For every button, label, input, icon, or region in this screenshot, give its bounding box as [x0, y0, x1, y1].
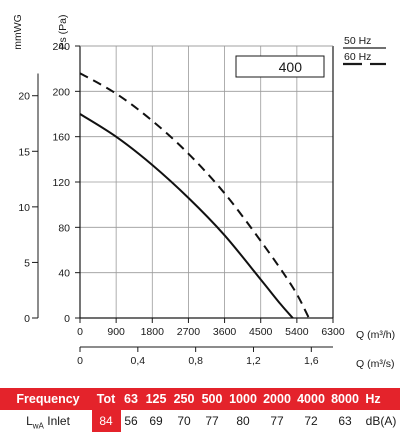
x-tick-label-m3h: 4500: [249, 326, 273, 338]
band-125: 125: [145, 392, 167, 406]
y-tick-label-pa: 240: [52, 41, 70, 53]
x-tick-label-m3s: 1,2: [246, 355, 261, 367]
x-axis-bottom-label: Q (m³/s): [356, 358, 395, 370]
series-line-60hz: [79, 72, 310, 319]
legend-entry-60hz: 60 Hz: [344, 51, 371, 63]
value-unit: dB(A): [365, 414, 397, 428]
table-separator: [92, 410, 93, 432]
y-tick-label-pa: 80: [58, 222, 70, 234]
left-axis-unit: mmWG: [12, 14, 24, 50]
value-4000: 72: [304, 414, 318, 428]
y-tick-label-pa: 200: [52, 86, 70, 98]
y-tick-label-pa: 120: [52, 177, 70, 189]
x-tick-label-m3s: 0: [77, 355, 83, 367]
tot-label: Tot: [96, 392, 116, 406]
x-tick-label-m3h: 3600: [213, 326, 237, 338]
y-tick-label-pa: 40: [58, 268, 70, 280]
table-separator: [120, 410, 121, 432]
frequency-label: Frequency: [16, 392, 80, 406]
band-2000: 2000: [263, 392, 291, 406]
y-tick-label-pa: 0: [64, 313, 70, 325]
value-2000: 77: [270, 414, 284, 428]
band-unit: Hz: [365, 392, 381, 406]
x-tick-label-m3s: 1,6: [304, 355, 319, 367]
x-tick-label-m3h: 0: [77, 326, 83, 338]
sound-table-header: Frequency Tot 63 125 250 500 1000 2000 4…: [0, 388, 400, 410]
x-tick-label-m3h: 6300: [321, 326, 345, 338]
x-tick-label-m3h: 900: [107, 326, 125, 338]
chart-ticks: 0 900 1800 2700 3600 4500 5400 6300040801201602…: [18, 41, 345, 367]
y-tick-label-pa: 160: [52, 132, 70, 144]
legend-entry-50hz: 50 Hz: [344, 35, 371, 47]
y-tick-label-mmwg: 5: [24, 257, 30, 269]
y-tick-label-mmwg: 15: [18, 146, 30, 158]
band-4000: 4000: [297, 392, 325, 406]
y-tick-label-mmwg: 20: [18, 91, 30, 103]
lwa-inlet-label: LwA Inlet: [26, 414, 70, 431]
x-tick-label-m3h: 2700: [177, 326, 201, 338]
band-250: 250: [173, 392, 195, 406]
band-500: 500: [201, 392, 223, 406]
series-line-50hz: [79, 113, 294, 319]
value-125: 69: [149, 414, 163, 428]
value-63: 56: [124, 414, 138, 428]
chart-legend: 50 Hz 60 Hz: [343, 35, 386, 66]
value-8000: 63: [338, 414, 352, 428]
band-8000: 8000: [331, 392, 359, 406]
tot-value: 84: [92, 410, 120, 432]
value-250: 70: [177, 414, 191, 428]
fan-performance-chart: 0 900 1800 2700 3600 4500 5400 6300040801201602…: [12, 14, 395, 370]
model-label: 400: [279, 59, 303, 75]
band-63: 63: [124, 392, 138, 406]
x-axis-top-label: Q (m³/h): [356, 329, 395, 341]
y-tick-label-mmwg: 0: [24, 313, 30, 325]
band-1000: 1000: [229, 392, 257, 406]
sound-table-row-inlet: LwA Inlet 84 56 69 70 77 80 77 72 63 dB(…: [0, 410, 400, 432]
x-tick-label-m3h: 1800: [141, 326, 165, 338]
chart-grid: [80, 45, 334, 318]
x-tick-label-m3s: 0,8: [188, 355, 203, 367]
x-tick-label-m3h: 5400: [285, 326, 309, 338]
chart-series: [79, 72, 310, 319]
x-tick-label-m3s: 0,4: [131, 355, 146, 367]
sound-power-table: Frequency Tot 63 125 250 500 1000 2000 4…: [0, 388, 400, 432]
y-axis-label: Ps (Pa): [57, 14, 69, 49]
model-label-box: 400: [235, 55, 325, 78]
value-1000: 80: [236, 414, 250, 428]
y-tick-label-mmwg: 10: [18, 202, 30, 214]
value-500: 77: [205, 414, 219, 428]
